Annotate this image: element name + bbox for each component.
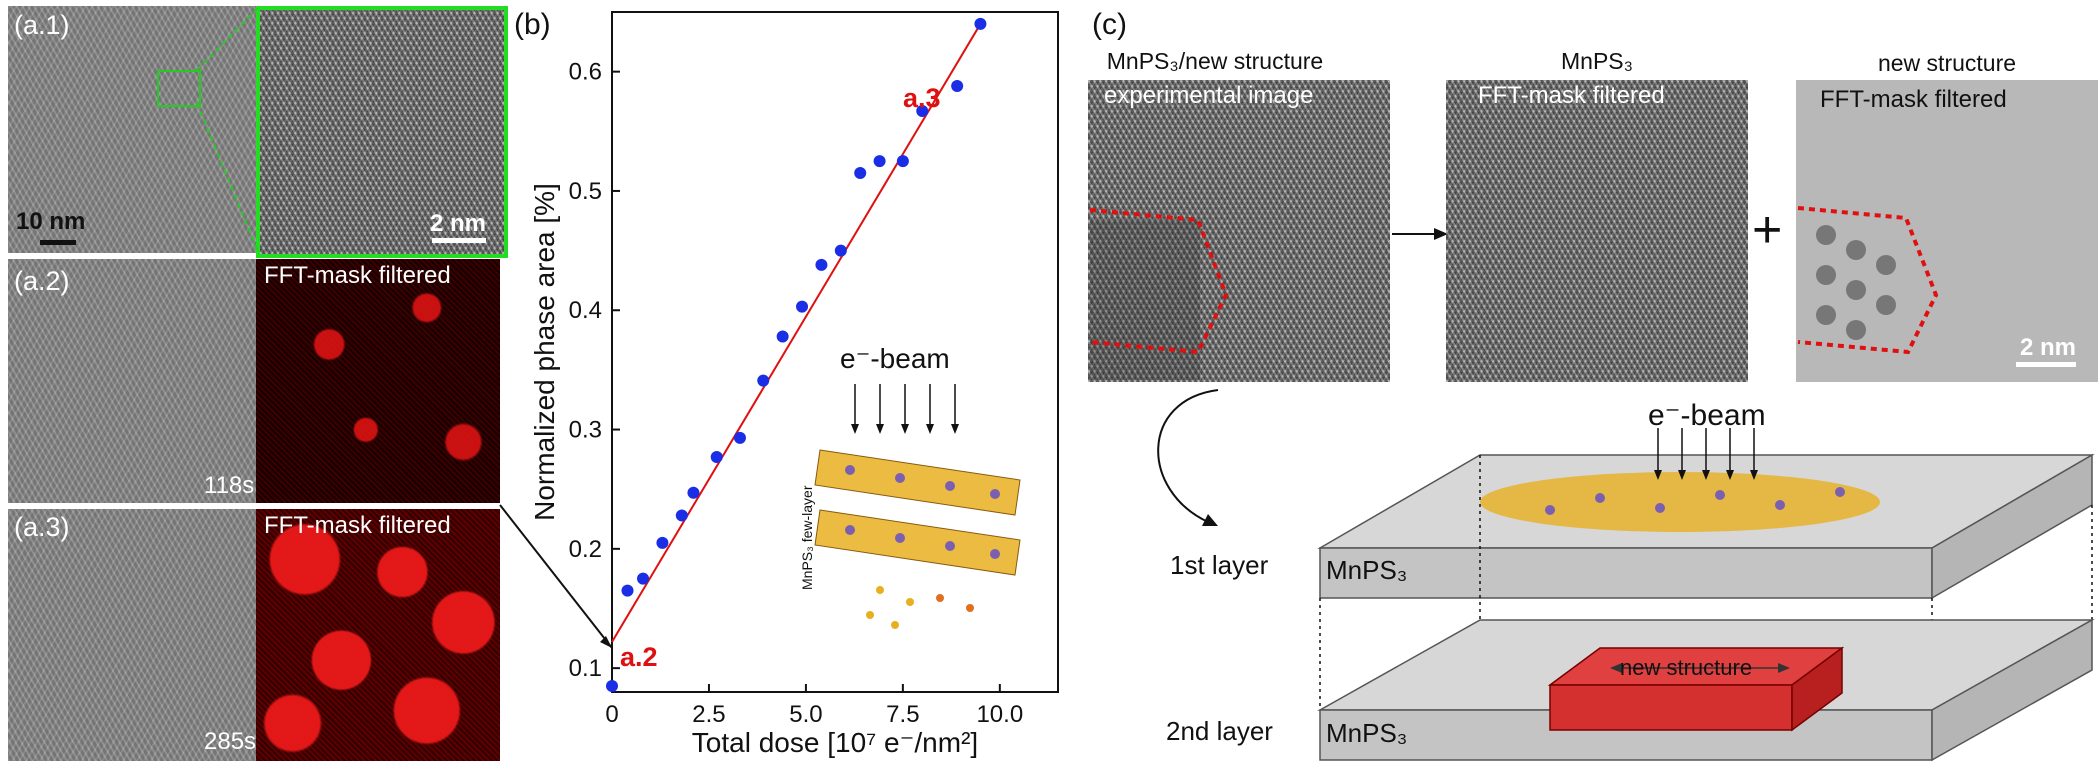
micrograph-a3 <box>8 509 256 761</box>
filter-label-a3: FFT-mask filtered <box>264 512 451 539</box>
data-point <box>896 155 909 168</box>
data-point <box>675 509 688 522</box>
panel-label-a2: (a.2) <box>14 266 70 296</box>
filtered-map-a2 <box>256 259 500 503</box>
x-axis-label: Total dose [10⁷ e⁻/nm²] <box>692 727 978 758</box>
phase-area-chart: 0 2.5 5.0 7.5 10.0 0.1 0.2 0.3 0.4 0.5 0.6 Total … <box>529 11 1059 758</box>
img2-overlay: FFT-mask filtered <box>1478 82 1665 109</box>
data-point <box>757 374 770 387</box>
y-tick-label: 0.3 <box>569 417 602 444</box>
fit-line <box>611 23 982 643</box>
domain-outline-3 <box>1797 206 2076 367</box>
layer-2-material: MnPS₃ <box>1326 718 1408 748</box>
filtered-map-a3 <box>256 509 500 761</box>
inset-structure: e⁻-beam MnPS₃ few-layer <box>799 343 1021 629</box>
x-tick-label: 5.0 <box>789 701 822 728</box>
micrograph-a2 <box>8 259 256 503</box>
new-structure-label: new structure <box>1620 655 1753 680</box>
scalebar-label-a1: 10 nm <box>16 208 86 235</box>
img3-overlay: FFT-mask filtered <box>1820 86 2007 113</box>
plot-frame <box>611 11 1059 693</box>
data-point <box>854 167 867 180</box>
y-tick-label: 0.5 <box>569 178 602 205</box>
x-tick-label: 0 <box>605 701 618 728</box>
img1-overlay: experimental image <box>1104 82 1314 109</box>
inset-caption: MnPS₃ few-layer <box>799 485 815 590</box>
x-tick-label: 10.0 <box>976 701 1023 728</box>
data-point <box>951 79 964 92</box>
y-tick-label: 0.6 <box>569 59 602 86</box>
img2-title: MnPS₃ <box>1561 48 1633 74</box>
layer-schematic <box>1157 389 2095 762</box>
data-point <box>873 155 886 168</box>
panel-label-c: (c) <box>1092 8 1127 41</box>
img3-title: new structure <box>1877 50 2017 76</box>
img1-title: MnPS₃/new structure <box>1106 48 1324 74</box>
arrow-right <box>1392 226 1448 247</box>
time-label-a2: 118s <box>204 472 255 499</box>
y-tick-label: 0.1 <box>569 655 602 682</box>
beam-label-c: e⁻-beam <box>1648 399 1766 432</box>
data-point <box>656 536 669 549</box>
scalebar-line-a1 <box>40 240 76 245</box>
data-point <box>606 680 618 693</box>
data-point <box>974 17 987 30</box>
y-tick-label: 0.2 <box>569 536 602 563</box>
data-point <box>834 244 847 257</box>
connector-lines <box>196 7 613 649</box>
panel-label-a3: (a.3) <box>14 512 70 542</box>
x-tick-label: 7.5 <box>886 701 919 728</box>
point-label-a2: a.2 <box>620 642 658 672</box>
domain-outline-1 <box>1089 208 1229 380</box>
data-point <box>687 486 700 499</box>
point-label-a3: a.3 <box>903 83 941 113</box>
micrograph-a1 <box>8 6 256 253</box>
data-point <box>621 584 634 597</box>
panel-label-a1: (a.1) <box>14 10 70 40</box>
layer-1-material: MnPS₃ <box>1326 555 1408 585</box>
scalebar-label-a1-zoom: 2 nm <box>430 210 487 237</box>
panel-label-b: (b) <box>514 8 551 41</box>
roi-box <box>157 70 201 107</box>
experimental-image <box>1088 80 1390 382</box>
data-point <box>815 258 828 271</box>
scalebar-line-a1-zoom <box>432 238 486 243</box>
data-point <box>710 450 723 463</box>
time-label-a3: 285s <box>204 728 257 755</box>
y-tick-label: 0.4 <box>569 297 602 324</box>
micrograph-a1-zoom <box>256 6 508 258</box>
y-axis-label: Normalized phase area [%] <box>529 183 560 521</box>
data-point <box>733 431 746 444</box>
scalebar-label-c: 2 nm <box>2020 334 2077 361</box>
data-point <box>776 330 789 343</box>
layer-2-label: 2nd layer <box>1166 716 1273 746</box>
x-tick-label: 2.5 <box>692 701 725 728</box>
data-point <box>796 300 809 313</box>
layer-1-label: 1st layer <box>1170 550 1269 580</box>
data-point <box>637 572 650 585</box>
inset-beam-label: e⁻-beam <box>840 343 950 374</box>
plus-sign: + <box>1752 201 1783 259</box>
mnps3-filtered-image <box>1446 80 1748 382</box>
data-point <box>916 105 929 118</box>
filter-label-a2: FFT-mask filtered <box>264 262 451 289</box>
